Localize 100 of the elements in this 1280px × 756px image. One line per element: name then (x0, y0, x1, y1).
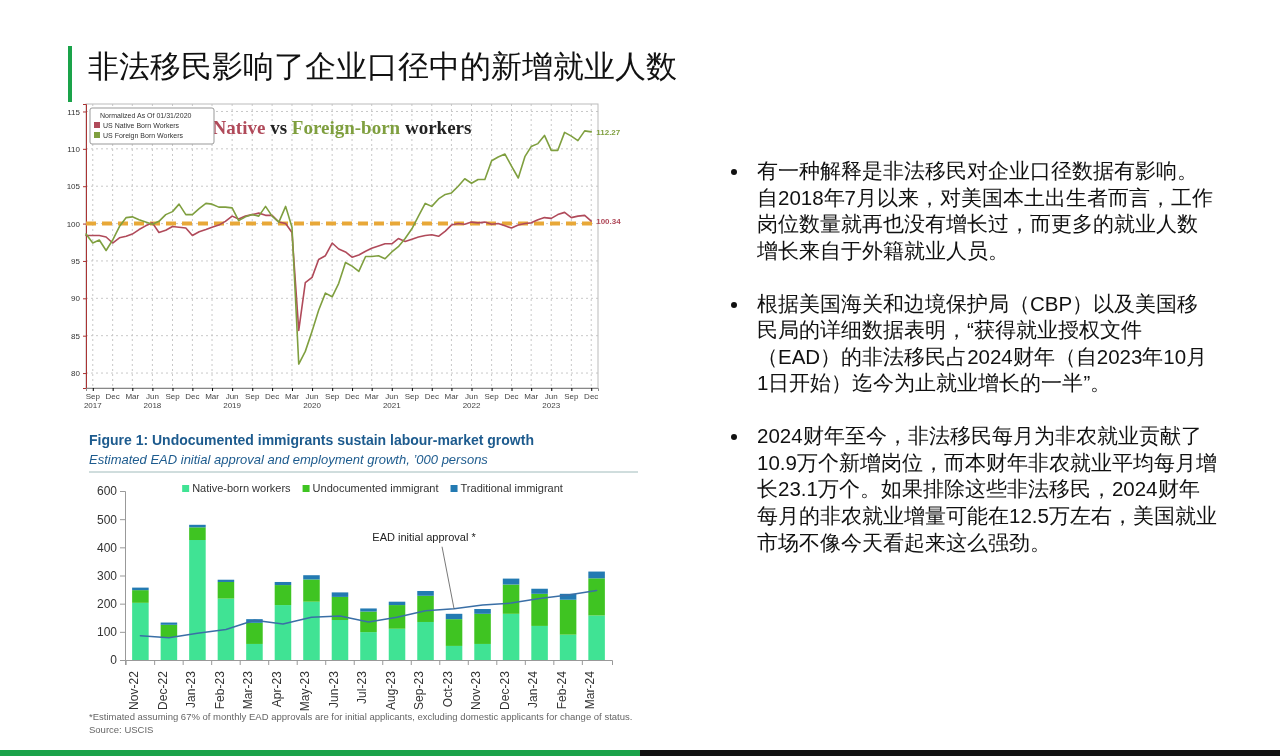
x-tick-label: Jun 2021 (382, 392, 402, 410)
x-tick-label: Feb-24 (554, 670, 569, 710)
bar (588, 615, 605, 660)
bar (274, 581, 292, 586)
bar (160, 637, 178, 660)
x-tick-label: Nov-22 (127, 670, 141, 710)
source-note: Source: USCIS (89, 724, 154, 735)
x-tick-label: Mar (444, 392, 459, 401)
bar (445, 619, 463, 646)
legend-label: Native-born workers (192, 482, 292, 494)
bar (417, 590, 434, 596)
x-tick-label: Sep (404, 392, 420, 401)
y-tick-label: 100 (66, 219, 81, 229)
legend-label: Traditional immigrant (460, 482, 563, 494)
bar (559, 634, 577, 660)
bar (559, 599, 577, 635)
y-tick-label: 90 (71, 294, 81, 304)
chart-title: Figure 1: Undocumented immigrants sustain labour-market growth (89, 432, 534, 448)
bar (303, 579, 320, 602)
bar (217, 581, 235, 599)
y-tick-label: 600 (96, 484, 118, 499)
x-tick-label: Dec (264, 392, 280, 401)
y-tick-label: 500 (96, 512, 118, 527)
x-tick-label: Oct-23 (440, 670, 455, 708)
chart-subtitle: Estimated EAD initial approval and employment growth, ’000 persons (89, 452, 489, 467)
x-tick-label: Dec (344, 392, 360, 401)
bar (502, 584, 520, 614)
y-tick-label: 95 (71, 257, 81, 267)
x-tick-label: Sep 2017 (83, 392, 103, 410)
y-tick-label: 105 (66, 182, 81, 192)
text: EAD initial approval * (372, 530, 477, 543)
bar (388, 628, 406, 660)
bar (417, 595, 434, 622)
bar (474, 609, 491, 614)
x-tick-label: Mar (205, 392, 220, 401)
bar (388, 605, 406, 629)
x-tick-label: Dec (504, 392, 519, 401)
bar (132, 590, 149, 603)
x-tick-label: Dec (105, 392, 120, 401)
y-tick-label: 80 (71, 369, 81, 379)
x-tick-label: Mar-24 (583, 670, 598, 710)
bar (189, 527, 206, 541)
y-tick-label: 85 (71, 331, 81, 341)
bar (445, 613, 463, 620)
x-tick-label: Mar (285, 392, 300, 401)
y-tick-label: 300 (96, 568, 118, 583)
y-tick-label: 400 (96, 540, 118, 555)
x-tick-label: Jun-23 (326, 670, 341, 708)
x-tick-label: Mar-23 (241, 670, 256, 710)
x-tick-label: Mar (125, 392, 140, 401)
bar (360, 632, 377, 660)
legend-label: Undocumented immigrant (312, 482, 439, 494)
x-tick-label: Jan-23 (184, 670, 199, 708)
x-tick-label: Jan-24 (526, 670, 541, 708)
text: 非法移民影响了企业口径中的新增就业人数 (88, 48, 677, 86)
bar (303, 575, 320, 580)
bar (331, 620, 349, 660)
bar (588, 578, 605, 616)
x-tick-label: Mar (364, 392, 379, 401)
x-tick-label: Jun 2019 (223, 392, 242, 410)
line-series (139, 589, 598, 639)
y-tick-label: 200 (96, 597, 118, 612)
annotation: 112.27 (596, 127, 621, 137)
bar (531, 625, 548, 660)
x-tick-label: Sep (484, 392, 500, 401)
y-tick-label: 115 (67, 107, 81, 117)
x-tick-label: Jun 2022 (462, 392, 481, 410)
x-tick-label: Nov-23 (469, 670, 484, 710)
bar (502, 613, 520, 660)
text: 根据美国海关和边境保护局（CBP）以及美国移民局的详细数据表明，“获得就业授权文件（EAD）的非法移民占2024财年（自2023年10月1日开始）迄今为止就业增长的一半”。 (757, 291, 1208, 395)
x-tick-label: Sep (325, 392, 340, 401)
x-tick-label: Jun 2018 (143, 392, 162, 410)
bar (274, 605, 292, 660)
bar (274, 585, 292, 606)
bar (132, 602, 149, 660)
bar (474, 643, 491, 660)
bar (531, 593, 548, 626)
x-tick-label: Apr-23 (269, 670, 284, 708)
text: 2024财年至今，非法移民每月为非农就业贡献了10.9万个新增岗位，而本财年非农就业平均每月增长23.1万个。如果排除这些非法移民，2024财年每月的非农就业增量可能在12.5万左右，美国就业市场不像今天看起来这么强劲。 (757, 424, 1217, 554)
bar (360, 611, 377, 633)
x-tick-label: Feb-23 (212, 670, 227, 710)
bar (303, 601, 320, 660)
y-tick-label: 0 (110, 653, 118, 668)
x-tick-label: Sep (245, 392, 260, 401)
bar (246, 643, 263, 660)
x-tick-label: Mar (524, 392, 539, 401)
x-tick-label: Dec (584, 392, 599, 401)
x-tick-label: Dec-23 (497, 670, 512, 710)
text: 有一种解释是非法移民对企业口径数据有影响。自2018年7月以来，对美国本土出生者而言，工作岗位数量就再也没有增长过，而更多的就业人数增长来自于外籍就业人员。 (757, 159, 1214, 262)
bar (331, 592, 349, 597)
bar (246, 622, 263, 644)
bar (502, 578, 520, 585)
x-tick-label: Aug-23 (383, 670, 398, 710)
bar (189, 540, 206, 660)
x-tick-label: May-23 (298, 670, 313, 712)
x-tick-label: Jun 2023 (542, 392, 561, 410)
bar (331, 596, 349, 620)
x-tick-label: Sep-23 (412, 670, 427, 710)
bar (531, 588, 548, 594)
x-tick-label: Sep (564, 392, 580, 401)
